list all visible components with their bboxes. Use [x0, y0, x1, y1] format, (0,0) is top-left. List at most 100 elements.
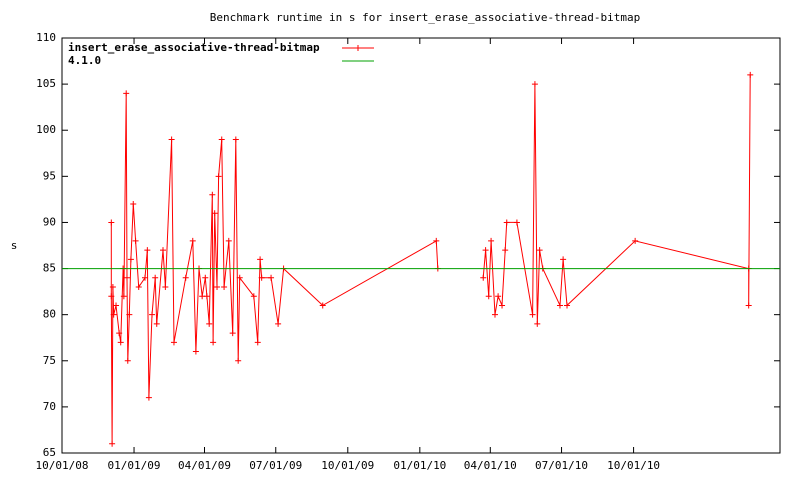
point-marker — [632, 237, 639, 244]
y-tick-label: 75 — [43, 354, 56, 367]
point-marker — [503, 219, 510, 226]
x-tick-label: 07/01/09 — [249, 459, 302, 472]
point-marker — [258, 274, 265, 281]
point-marker — [120, 293, 127, 300]
legend-marker — [355, 45, 361, 51]
point-marker — [149, 311, 156, 318]
y-tick-label: 90 — [43, 215, 56, 228]
point-marker — [232, 136, 239, 143]
point-marker — [202, 274, 209, 281]
point-marker — [109, 284, 116, 290]
point-marker — [275, 320, 282, 327]
y-axis-label: s — [11, 239, 18, 252]
point-marker — [206, 320, 213, 327]
point-marker — [135, 284, 142, 290]
y-tick-label: 95 — [43, 169, 56, 182]
point-marker — [124, 357, 131, 364]
point-marker — [747, 71, 754, 78]
x-tick-label: 01/01/09 — [108, 459, 161, 472]
point-marker — [141, 274, 148, 281]
y-tick-label: 85 — [43, 262, 56, 275]
point-marker — [168, 136, 175, 143]
point-marker — [560, 256, 567, 263]
point-marker — [144, 247, 151, 254]
point-marker — [189, 237, 196, 244]
chart-title: Benchmark runtime in s for insert_erase_… — [210, 11, 640, 24]
y-tick-label: 110 — [36, 31, 56, 44]
series-line — [110, 74, 751, 444]
point-marker — [534, 320, 541, 327]
point-marker — [250, 293, 257, 300]
point-marker — [745, 302, 752, 309]
point-marker — [502, 247, 509, 254]
y-tick-label: 100 — [36, 123, 56, 136]
point-marker — [495, 293, 502, 300]
point-marker — [210, 339, 217, 346]
point-marker — [225, 237, 232, 244]
point-marker — [113, 302, 120, 309]
point-marker — [108, 219, 115, 226]
point-marker — [170, 339, 177, 346]
point-marker — [221, 284, 228, 290]
point-marker — [254, 339, 261, 346]
x-tick-label: 04/01/09 — [178, 459, 231, 472]
point-marker — [203, 293, 210, 300]
x-tick-label: 10/01/10 — [607, 459, 660, 472]
point-marker — [130, 201, 137, 207]
point-marker — [531, 81, 538, 88]
point-marker — [485, 293, 492, 300]
point-marker — [127, 256, 134, 263]
point-marker — [218, 136, 225, 143]
legend-label: insert_erase_associative-thread-bitmap — [68, 41, 320, 54]
point-marker — [529, 311, 536, 318]
point-marker — [482, 247, 489, 254]
x-tick-label: 10/01/09 — [321, 459, 374, 472]
point-marker — [192, 348, 199, 355]
plot-frame — [61, 37, 781, 454]
point-marker — [110, 311, 117, 318]
x-tick-label: 10/01/08 — [36, 459, 89, 472]
point-marker — [319, 302, 326, 309]
y-tick-label: 105 — [36, 77, 56, 90]
x-tick-label: 04/01/10 — [464, 459, 517, 472]
point-marker — [235, 357, 242, 364]
point-marker — [153, 320, 160, 327]
point-marker — [215, 173, 222, 180]
y-tick-label: 80 — [43, 308, 56, 321]
point-marker — [214, 284, 221, 290]
legend-label: 4.1.0 — [68, 54, 101, 67]
point-marker — [209, 191, 216, 198]
x-tick-label: 01/01/10 — [393, 459, 446, 472]
point-marker — [145, 394, 152, 401]
point-marker — [433, 237, 440, 244]
point-marker — [211, 210, 218, 217]
point-marker — [480, 274, 487, 281]
point-marker — [257, 256, 264, 263]
point-marker — [162, 284, 169, 290]
point-marker — [182, 274, 189, 281]
point-marker — [488, 237, 495, 244]
point-marker — [108, 293, 115, 300]
point-marker — [123, 90, 130, 97]
point-marker — [229, 330, 236, 337]
point-marker — [536, 247, 543, 254]
point-marker — [236, 274, 243, 281]
point-marker — [123, 274, 130, 281]
x-tick-label: 07/01/10 — [535, 459, 588, 472]
point-marker — [152, 274, 159, 281]
point-marker — [116, 330, 123, 337]
point-marker — [513, 219, 520, 226]
point-marker — [160, 247, 167, 254]
point-marker — [564, 302, 571, 309]
point-marker — [117, 339, 124, 346]
point-marker — [268, 274, 275, 281]
point-marker — [491, 311, 498, 318]
point-marker — [132, 237, 139, 244]
y-tick-label: 70 — [43, 400, 56, 413]
point-marker — [126, 311, 133, 318]
point-marker — [109, 440, 116, 447]
point-marker — [499, 302, 506, 309]
point-marker — [556, 302, 563, 309]
y-tick-label: 65 — [43, 446, 56, 459]
